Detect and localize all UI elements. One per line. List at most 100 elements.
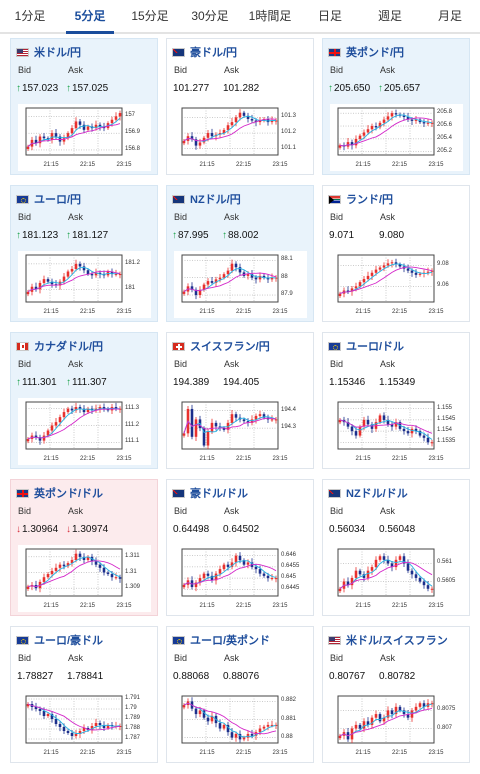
pair-title[interactable]: スイスフラン/円	[172, 339, 270, 353]
rate-card[interactable]: 米ドル/スイスフラン Bid Ask 0.80767 0.80782 0.8075 0.80…	[322, 626, 470, 763]
mini-chart[interactable]: 205.8 205.6 205.4 205.2 21:15 22:15 23:15	[330, 104, 463, 171]
candle-body	[234, 414, 238, 418]
candle-body	[234, 555, 238, 563]
candle-body	[74, 407, 78, 411]
pair-title[interactable]: 豪ドル/ドル	[172, 486, 248, 500]
pair-title[interactable]: ユーロ/円	[16, 192, 81, 206]
bid-price: 1.78827	[16, 671, 53, 682]
tab-1[interactable]: 5分足	[60, 0, 120, 34]
rate-card[interactable]: ユーロ/英ポンド Bid Ask 0.88068 0.88076 0.882 0.881 0.…	[166, 626, 314, 763]
candle-body	[206, 133, 210, 138]
candle-body	[366, 275, 370, 280]
candle-body	[222, 564, 226, 570]
bid-arrow-icon: ↑	[172, 230, 177, 241]
rate-card[interactable]: 英ポンド/円 Bid Ask ↑205.650 ↑205.657 205.8 205.6 20…	[322, 38, 470, 175]
rate-card[interactable]: カナダドル/円 Bid Ask ↑111.301 ↑111.307 111.3 111.2 1…	[10, 332, 158, 469]
candle-body	[26, 438, 30, 442]
tab-7[interactable]: 月足	[437, 9, 462, 23]
pair-title[interactable]: NZドル/円	[172, 192, 241, 206]
mini-chart[interactable]: 1.155 1.1545 1.154 1.1535 21:15 22:15 23:15	[330, 398, 463, 465]
mini-chart[interactable]: 1.791 1.79 1.789 1.788 1.787 21:15 22:15 23:15	[18, 692, 151, 759]
x-tick-label: 23:15	[116, 750, 132, 756]
mini-chart[interactable]: 101.3 101.2 101.1 21:15 22:15 23:15	[174, 104, 307, 171]
candle-body	[274, 277, 278, 279]
candle-body	[338, 588, 342, 592]
rate-card[interactable]: スイスフラン/円 Bid Ask 194.389 194.405 194.4 194.3 21…	[166, 332, 314, 469]
candle-body	[78, 407, 82, 409]
candle-body	[378, 122, 382, 128]
tab-4[interactable]: 1時間足	[248, 9, 292, 23]
chart-svg	[181, 548, 279, 597]
mini-chart[interactable]: 0.646 0.6455 0.645 0.6445 21:15 22:15 23:15	[174, 545, 307, 612]
rate-card[interactable]: ユーロ/ドル Bid Ask 1.15346 1.15349 1.155 1.1545 1.1…	[322, 332, 470, 469]
candle-body	[102, 725, 106, 728]
mini-chart[interactable]: 0.8075 0.807 21:15 22:15 23:15	[330, 692, 463, 759]
mini-chart[interactable]: 194.4 194.3 21:15 22:15 23:15	[174, 398, 307, 465]
pair-title[interactable]: 豪ドル/円	[172, 45, 237, 59]
candle-body	[254, 120, 258, 123]
ask-value: 0.64502	[223, 524, 260, 535]
mini-chart[interactable]: 88.1 88 87.9 21:15 22:15 23:15	[174, 251, 307, 318]
tab-5[interactable]: 日足	[317, 9, 342, 23]
mini-chart[interactable]: 0.561 0.5605 21:15 22:15 23:15	[330, 545, 463, 612]
candle-body	[266, 724, 270, 727]
bid-label: Bid	[330, 653, 344, 663]
pair-title[interactable]: 米ドル/円	[16, 45, 81, 59]
pair-title[interactable]: ユーロ/ドル	[328, 339, 404, 353]
mini-chart[interactable]: 0.882 0.881 0.88 21:15 22:15 23:15	[174, 692, 307, 759]
candle-body	[254, 277, 258, 280]
pair-title[interactable]: 米ドル/スイスフラン	[328, 633, 448, 647]
rate-card[interactable]: ユーロ/豪ドル Bid Ask 1.78827 1.78841 1.791 1.79 1.78…	[10, 626, 158, 763]
ask-price: 0.88076	[222, 671, 259, 682]
candle-body	[390, 424, 394, 427]
pair-title[interactable]: ユーロ/豪ドル	[16, 633, 103, 647]
mini-chart[interactable]: 1.311 1.31 1.309 21:15 22:15 23:15	[18, 545, 151, 612]
ma-short-line	[27, 703, 121, 734]
rate-card[interactable]: NZドル/ドル Bid Ask 0.56034 0.56048 0.561 0.5605 21…	[322, 479, 470, 616]
x-tick-label: 23:15	[272, 456, 288, 462]
rate-card[interactable]: 米ドル/円 Bid Ask ↑157.023 ↑157.025 157 156.9 156.8…	[10, 38, 158, 175]
rate-card[interactable]: 英ポンド/ドル Bid Ask ↓1.30964 ↓1.30974 1.311 1.31 1.…	[10, 479, 158, 616]
pair-title[interactable]: 英ポンド/ドル	[16, 486, 103, 500]
bid-price: ↑87.995	[172, 230, 209, 241]
bid-value: 0.64498	[173, 524, 210, 535]
mini-chart[interactable]: 181.2 181 21:15 22:15 23:15	[18, 251, 151, 318]
flag-icon	[328, 341, 341, 351]
pair-title[interactable]: 英ポンド/円	[328, 45, 404, 59]
tab-2[interactable]: 15分足	[131, 9, 169, 23]
candle-body	[402, 115, 406, 118]
candle-body	[218, 569, 222, 574]
rate-card[interactable]: ユーロ/円 Bid Ask ↑181.123 ↑181.127 181.2 181 21:15…	[10, 185, 158, 322]
candle-body	[54, 133, 58, 137]
pair-title[interactable]: ランド/円	[328, 192, 393, 206]
rate-card[interactable]: ランド/円 Bid Ask 9.071 9.080 9.08 9.06 21:15 22:15 2…	[322, 185, 470, 322]
ma-short-line	[27, 117, 121, 147]
mini-chart[interactable]: 9.08 9.06 21:15 22:15 23:15	[330, 251, 463, 318]
mini-chart[interactable]: 111.3 111.2 111.1 21:15 22:15 23:15	[18, 398, 151, 465]
ask-price: ↑111.307	[66, 377, 107, 388]
x-tick-label: 21:15	[43, 309, 59, 315]
candle-body	[206, 431, 210, 446]
candle-body	[86, 408, 90, 413]
ask-price: 1.78841	[66, 671, 103, 682]
chart-svg	[181, 254, 279, 303]
rate-card[interactable]: NZドル/円 Bid Ask ↑87.995 ↑88.002 88.1 88 87.9 21:1…	[166, 185, 314, 322]
candle-body	[362, 279, 366, 283]
ma-long-line	[27, 270, 121, 293]
tab-6[interactable]: 週足	[377, 9, 402, 23]
tab-3[interactable]: 30分足	[191, 9, 229, 23]
x-tick-label: 22:15	[80, 162, 96, 168]
ask-value: 0.56048	[379, 524, 416, 535]
pair-title[interactable]: ユーロ/英ポンド	[172, 633, 270, 647]
mini-chart[interactable]: 157 156.9 156.8 21:15 22:15 23:15	[18, 104, 151, 171]
pair-title[interactable]: カナダドル/円	[16, 339, 103, 353]
ask-label: Ask	[68, 506, 84, 516]
tab-0[interactable]: 1分足	[14, 9, 46, 23]
rate-card[interactable]: 豪ドル/円 Bid Ask 101.277 101.282 101.3 101.2 101.1…	[166, 38, 314, 175]
candle-body	[362, 419, 366, 427]
candle-body	[362, 574, 366, 578]
pair-title[interactable]: NZドル/ドル	[328, 486, 408, 500]
candle-body	[110, 271, 114, 275]
rate-card[interactable]: 豪ドル/ドル Bid Ask 0.64498 0.64502 0.646 0.6455 0.6…	[166, 479, 314, 616]
candle-body	[390, 710, 394, 715]
